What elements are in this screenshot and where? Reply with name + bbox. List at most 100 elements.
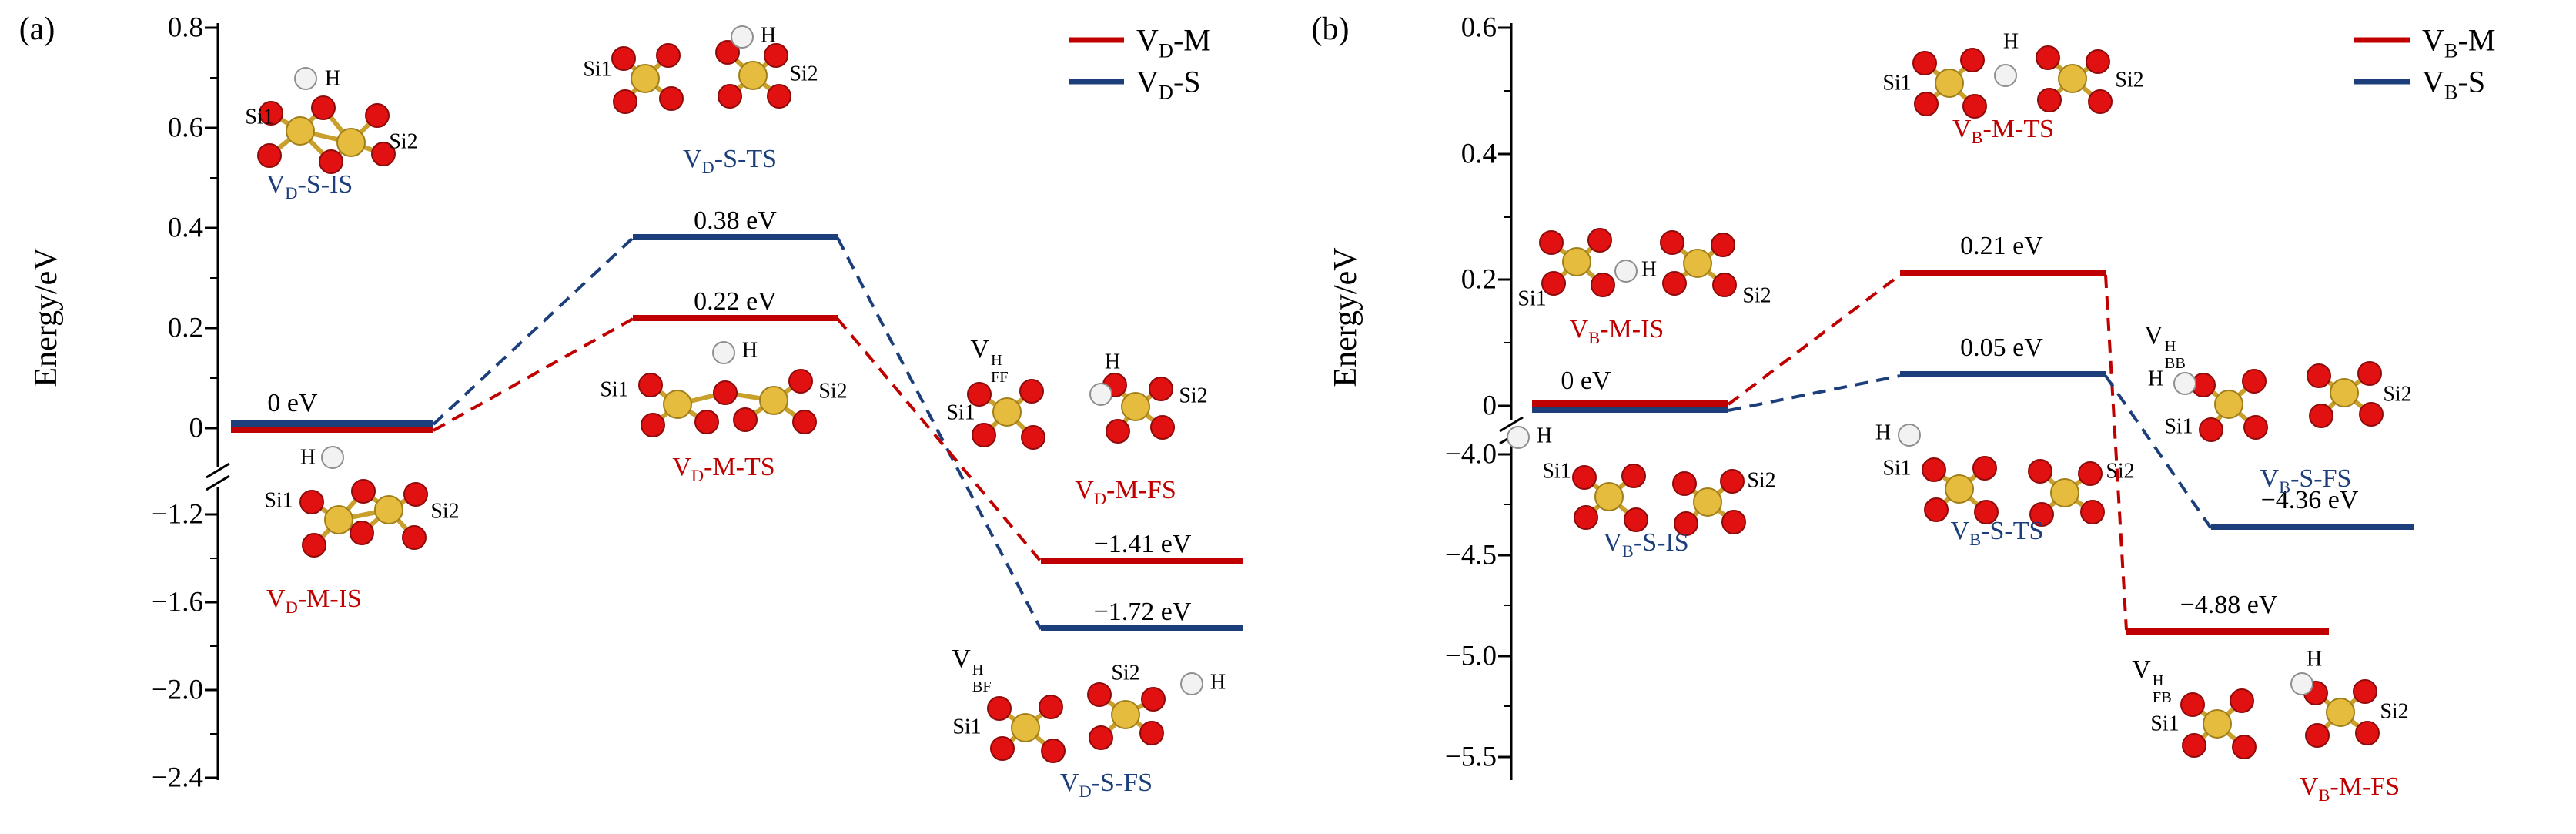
silicon-atom: [374, 495, 403, 524]
oxygen-atom: [1960, 48, 1985, 72]
oxygen-atom: [641, 413, 665, 437]
panel-a-legend-vd-s: VD-S: [1069, 64, 1201, 104]
atom-label: Si2: [389, 130, 417, 154]
atom-label: H: [2003, 30, 2019, 54]
silicon-atom: [1945, 474, 1974, 504]
oxygen-atom: [1149, 377, 1173, 401]
oxygen-atom: [402, 525, 427, 550]
panel-b-tick-5: −4.5: [1444, 539, 1497, 571]
oxygen-atom: [788, 369, 813, 394]
mol-vb-s-ts: H Si1 Si2: [1875, 421, 2135, 527]
oxygen-atom: [990, 736, 1015, 761]
oxygen-atom: [767, 84, 791, 109]
axis-break-mark: [1499, 416, 1524, 433]
legend-blue-line-swatch: [1069, 79, 1124, 85]
legend-label: VD-S: [1136, 64, 1201, 104]
oxygen-atom: [715, 40, 740, 65]
atom-label: Si1: [1882, 72, 1911, 95]
oxygen-atom: [1139, 721, 1164, 745]
oxygen-atom: [302, 533, 326, 558]
value-label-b-s-fs: −4.36 eV: [2260, 486, 2359, 514]
panel-b-tick-1: 0.4: [1460, 138, 1497, 170]
panel-a-axis-label: Energy/eV: [28, 247, 64, 387]
oxygen-atom: [659, 86, 684, 111]
oxygen-atom: [1972, 456, 1997, 481]
oxygen-atom: [2029, 502, 2054, 527]
legend-red-line-swatch: [2354, 37, 2410, 43]
atom-label: Si1: [2150, 712, 2179, 736]
panel-a-tick-7: −2.0: [151, 674, 203, 706]
atom-label: Si1: [952, 715, 981, 739]
oxygen-atom: [733, 407, 758, 432]
silicon-atom: [2050, 478, 2079, 507]
atom-label: Si1: [600, 378, 628, 402]
hydrogen-atom: [731, 25, 754, 49]
oxygen-atom: [1089, 725, 1113, 750]
panel-a-tick-4: 0: [189, 412, 204, 444]
oxygen-atom: [967, 382, 992, 407]
hydrogen-atom: [1994, 64, 2017, 87]
silicon-atom: [2214, 390, 2243, 419]
panel-a-tag: (a): [18, 12, 55, 47]
oxygen-atom: [1539, 230, 1564, 255]
atom-label: Si2: [2115, 69, 2143, 92]
atom-label: Si1: [1517, 287, 1546, 311]
value-label-a-s-ts: 0.38 eV: [694, 206, 777, 235]
silicon-atom: [286, 116, 315, 146]
legend-label: VB-M: [2422, 22, 2496, 62]
silicon-atom: [1121, 392, 1150, 421]
state-label-vb-s-is: VB-S-IS: [1603, 528, 1689, 561]
atom-label: Si2: [1747, 469, 1775, 493]
state-label-vb-m-ts: VB-M-TS: [1952, 115, 2055, 147]
oxygen-atom: [2182, 733, 2206, 758]
oxygen-atom: [1721, 510, 1746, 534]
silicon-atom: [1562, 247, 1591, 276]
oxygen-atom: [1621, 464, 1646, 488]
reaction-path-dashed-line: [836, 237, 1042, 630]
value-label-a-m-ts: 0.22 eV: [694, 287, 777, 316]
oxygen-atom: [1914, 92, 1939, 116]
oxygen-atom: [1041, 739, 1066, 763]
oxygen-atom: [1660, 230, 1684, 255]
atom-label: Si1: [2164, 415, 2193, 439]
defect-label-vbb: V H BB: [2144, 320, 2186, 372]
atom-label: H: [1105, 350, 1120, 374]
panel-b-axis-label: Energy/eV: [1328, 247, 1363, 387]
oxygen-atom: [2357, 361, 2382, 386]
atom-label: H: [325, 67, 340, 91]
value-label-a-m-fs: −1.41 eV: [1093, 530, 1192, 558]
oxygen-atom: [1624, 507, 1648, 532]
reaction-path-dashed-line: [432, 236, 634, 426]
oxygen-atom: [1974, 500, 1999, 524]
legend-label: VD-M: [1136, 22, 1211, 62]
panel-b-tag: (b): [1311, 12, 1350, 47]
atom-label: Si2: [430, 500, 459, 524]
panel-b-legend-vb-s: VB-S: [2354, 64, 2485, 102]
oxygen-atom: [1591, 273, 1615, 297]
panel-a-tick-0: 0.8: [167, 12, 203, 44]
atom-label: Si2: [2106, 460, 2134, 484]
oxygen-atom: [1712, 273, 1737, 297]
atom-label: H: [2148, 367, 2163, 391]
panel-a-tick-8: −2.4: [151, 762, 203, 794]
oxygen-atom: [1150, 415, 1175, 440]
mol-vd-s-ts: Si1 Si2 H: [583, 24, 818, 114]
oxygen-atom: [259, 101, 283, 126]
atom-label: Si1: [264, 489, 293, 513]
atom-label: H: [1875, 421, 1891, 445]
silicon-atom: [2330, 378, 2359, 407]
atom-label: Si1: [245, 106, 273, 129]
oxygen-atom: [2028, 459, 2052, 484]
axis-break-mark: [206, 462, 230, 479]
silicon-atom: [992, 397, 1022, 427]
atom-label: H: [742, 339, 758, 363]
oxygen-atom: [1141, 687, 1166, 712]
oxygen-atom: [972, 423, 996, 447]
atom-label: Si2: [2380, 700, 2408, 724]
atom-label: Si2: [1179, 384, 1207, 408]
value-label-b-is: 0 eV: [1561, 367, 1611, 395]
hydrogen-atom: [712, 341, 735, 364]
value-label-b-s-ts: 0.05 eV: [1960, 333, 2043, 362]
oxygen-atom: [2088, 89, 2113, 114]
